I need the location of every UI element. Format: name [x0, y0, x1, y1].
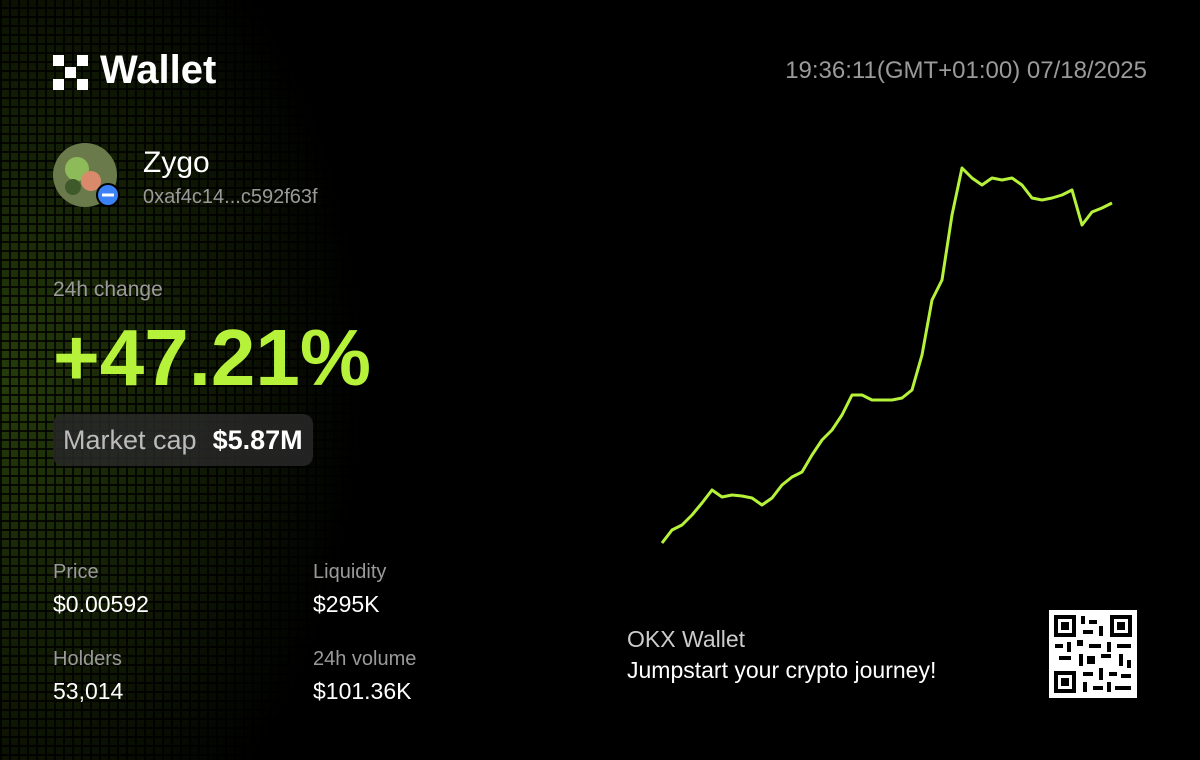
- token-address: 0xaf4c14...c592f63f: [143, 186, 318, 208]
- footer-tagline: Jumpstart your crypto journey!: [627, 657, 937, 683]
- stat-value: $295K: [313, 591, 380, 617]
- brand: Wallet: [100, 48, 217, 92]
- market-cap: Market cap $5.87M: [53, 414, 313, 466]
- timestamp: 19:36:11(GMT+01:00) 07/18/2025: [785, 57, 1147, 84]
- qr-code: [1049, 610, 1137, 698]
- logo: [53, 55, 88, 90]
- token-name: Zygo: [143, 146, 210, 179]
- sparkline: [660, 166, 1113, 544]
- avatar: [53, 143, 120, 207]
- change-value: +47.21%: [53, 313, 372, 402]
- stat-label: Holders: [53, 648, 122, 670]
- grid-pattern: [0, 0, 620, 760]
- stat-label: 24h volume: [313, 648, 417, 670]
- change-label: 24h change: [53, 278, 163, 301]
- stat-value: 53,014: [53, 678, 124, 704]
- stat-label: Price: [53, 561, 99, 583]
- stat-value: $101.36K: [313, 678, 412, 704]
- market-cap-label: Market cap: [63, 424, 197, 455]
- stat-label: Liquidity: [313, 561, 387, 583]
- footer-title: OKX Wallet: [627, 626, 746, 652]
- stat-value: $0.00592: [53, 591, 149, 617]
- market-cap-value: $5.87M: [212, 424, 303, 455]
